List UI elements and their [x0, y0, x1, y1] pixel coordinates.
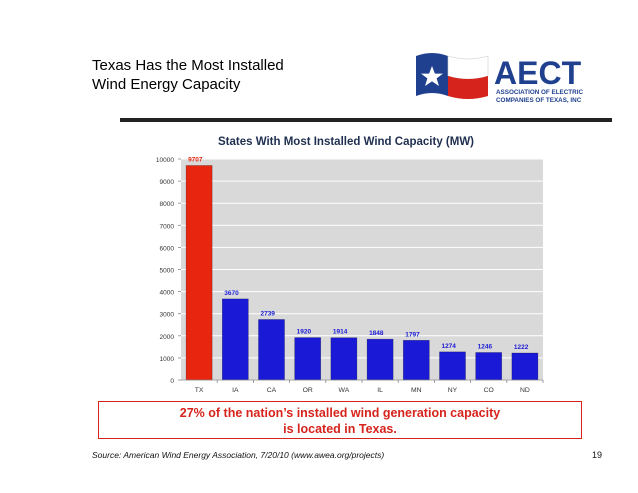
bar-il: [366, 338, 394, 381]
callout-line1: 27% of the nation’s installed wind gener…: [179, 406, 501, 420]
data-label: 1920: [297, 329, 312, 336]
bars: [185, 165, 539, 381]
y-tick-label: 2000: [160, 334, 175, 341]
data-label: 1246: [478, 343, 493, 350]
x-axis-ticks: TX IA CA OR WA IL MN NY CO ND: [181, 379, 544, 394]
bar-co: [475, 352, 503, 381]
x-tick-label: MN: [411, 387, 422, 394]
data-labels: 9707 3670 2739 1920 1914 1848 1797 1274 1246 1222: [188, 156, 529, 351]
bar-tx: [185, 165, 213, 381]
slide-title-line1: Texas Has the Most Installed: [92, 57, 284, 74]
slide-title-line2: Wind Energy Capacity: [92, 76, 241, 93]
logo-subtitle-line2: COMPANIES OF TEXAS, INC: [496, 97, 582, 104]
x-tick-label: IA: [232, 387, 239, 394]
y-tick-label: 7000: [160, 223, 175, 230]
x-tick-label: IL: [377, 387, 383, 394]
bar-ny: [439, 351, 466, 381]
page-number: 19: [592, 450, 603, 460]
aect-logo: AECT ASSOCIATION OF ELECTRIC COMPANIES O…: [416, 53, 583, 104]
data-label: 1914: [333, 329, 348, 336]
wind-capacity-chart: States With Most Installed Wind Capacity…: [156, 136, 544, 394]
y-tick-label: 3000: [160, 312, 175, 319]
chart-title: States With Most Installed Wind Capacity…: [218, 136, 474, 148]
logo-subtitle-line1: ASSOCIATION OF ELECTRIC: [496, 89, 583, 96]
x-tick-label: CO: [484, 387, 494, 394]
bar-nd: [511, 352, 539, 381]
y-tick-label: 0: [170, 378, 174, 385]
data-label: 3670: [224, 290, 239, 297]
y-tick-label: 1000: [160, 356, 175, 363]
x-tick-label: CA: [267, 387, 277, 394]
x-tick-label: WA: [339, 387, 350, 394]
data-label: 2739: [260, 310, 275, 317]
data-label: 1797: [405, 331, 420, 338]
bar-ia: [221, 298, 249, 381]
y-tick-label: 4000: [160, 290, 175, 297]
data-label: 1848: [369, 330, 384, 337]
y-tick-label: 10000: [156, 157, 174, 164]
title-divider: [120, 118, 612, 122]
source-citation: Source: American Wind Energy Association…: [92, 450, 385, 460]
bar-or: [294, 337, 322, 381]
data-label: 9707: [188, 156, 203, 163]
bar-wa: [330, 337, 358, 381]
callout-line2: is located in Texas.: [283, 422, 397, 436]
bar-ca: [258, 319, 285, 381]
texas-flag-icon: [416, 53, 489, 99]
y-axis-ticks: 0 1000 2000 3000 4000 5000 6000 7000 8000 9000 100…: [156, 157, 181, 385]
x-tick-label: ND: [520, 387, 530, 394]
x-tick-label: NY: [448, 387, 458, 394]
data-label: 1222: [514, 344, 529, 351]
x-tick-label: OR: [303, 387, 313, 394]
y-tick-label: 8000: [160, 201, 175, 208]
bar-mn: [402, 339, 430, 381]
chart-container: States With Most Installed Wind Capacity…: [145, 128, 547, 400]
slide-title: Texas Has the Most Installed Wind Energy…: [92, 56, 392, 94]
y-tick-label: 5000: [160, 268, 175, 275]
callout-box: 27% of the nation’s installed wind gener…: [98, 401, 582, 439]
y-tick-label: 6000: [160, 245, 175, 252]
logo-wordmark: AECT: [494, 55, 582, 91]
y-tick-label: 9000: [160, 179, 175, 186]
data-label: 1274: [441, 343, 456, 350]
x-tick-label: TX: [195, 387, 204, 394]
